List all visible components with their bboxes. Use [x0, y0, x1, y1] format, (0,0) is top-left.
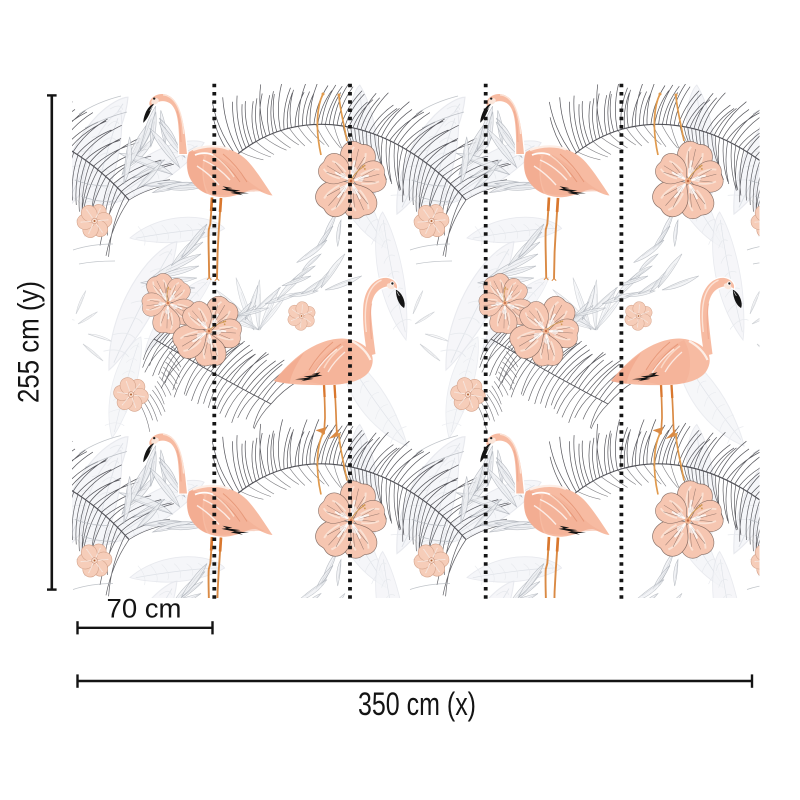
svg-text:255 cm (y): 255 cm (y)	[13, 281, 46, 403]
svg-text:70 cm: 70 cm	[107, 594, 182, 624]
svg-text:350 cm (x): 350 cm (x)	[358, 686, 476, 722]
